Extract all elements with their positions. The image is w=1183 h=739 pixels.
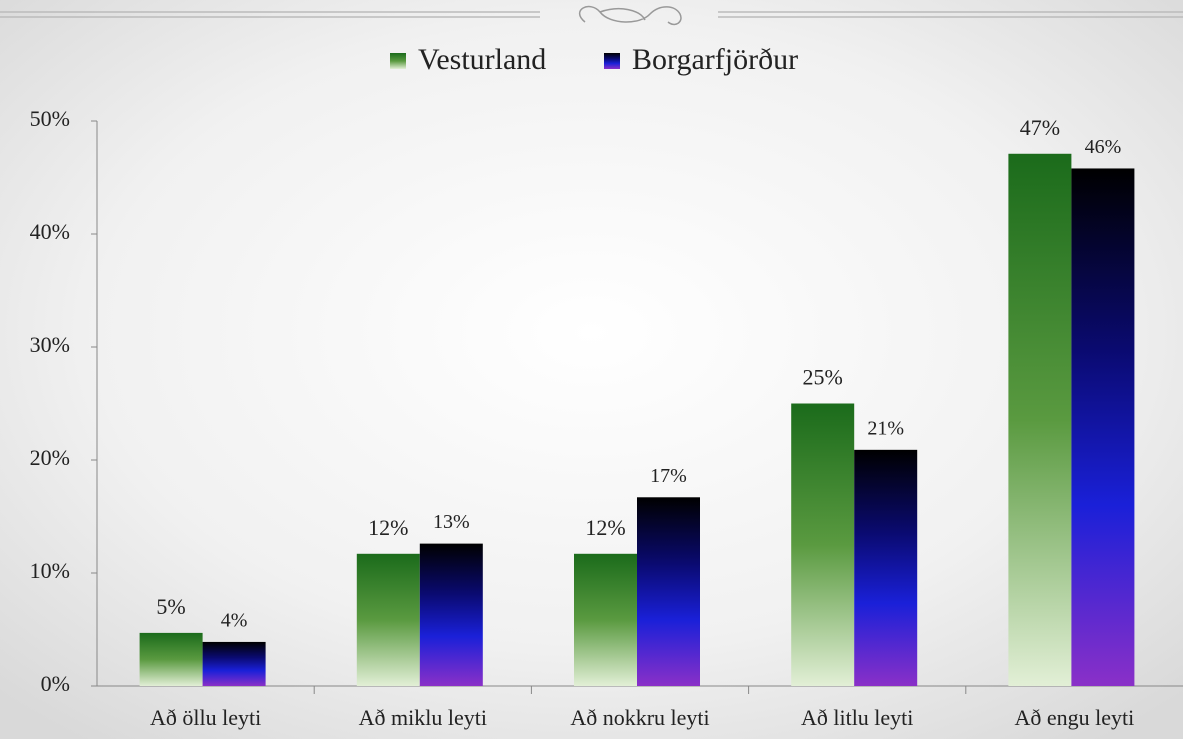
- bar: [356, 553, 420, 686]
- header-ornament: [0, 5, 1183, 26]
- x-tick-label: Að miklu leyti: [359, 705, 487, 730]
- y-tick-label: 0%: [41, 671, 70, 696]
- data-label: 12%: [585, 515, 625, 540]
- bar: [1071, 168, 1135, 686]
- x-tick-label: Að litlu leyti: [801, 705, 913, 730]
- legend-label: Borgarfjörður: [632, 43, 798, 76]
- data-label: 12%: [368, 515, 408, 540]
- data-label: 46%: [1085, 136, 1122, 158]
- bar: [139, 632, 203, 686]
- data-label: 4%: [221, 610, 248, 632]
- legend-label: Vesturland: [418, 43, 546, 76]
- y-tick-label: 30%: [30, 332, 70, 357]
- data-label: 25%: [803, 365, 843, 390]
- data-label: 13%: [433, 511, 470, 533]
- bar: [202, 641, 266, 686]
- y-tick-label: 10%: [30, 558, 70, 583]
- x-tick-label: Að nokkru leyti: [570, 705, 709, 730]
- data-label: 17%: [650, 465, 687, 487]
- bar: [419, 543, 483, 686]
- legend-swatch: [604, 53, 620, 69]
- x-tick-label: Að öllu leyti: [150, 705, 261, 730]
- bar: [791, 403, 855, 686]
- bar: [574, 553, 637, 686]
- y-tick-label: 20%: [30, 445, 70, 470]
- data-label: 47%: [1020, 115, 1060, 140]
- data-label: 21%: [867, 417, 904, 439]
- x-tick-label: Að engu leyti: [1015, 705, 1135, 730]
- legend-swatch: [390, 53, 406, 69]
- bar: [854, 449, 918, 686]
- data-label: 5%: [156, 594, 185, 619]
- y-tick-label: 50%: [30, 106, 70, 131]
- bar: [637, 497, 700, 686]
- bar: [1008, 153, 1072, 686]
- y-tick-label: 40%: [30, 219, 70, 244]
